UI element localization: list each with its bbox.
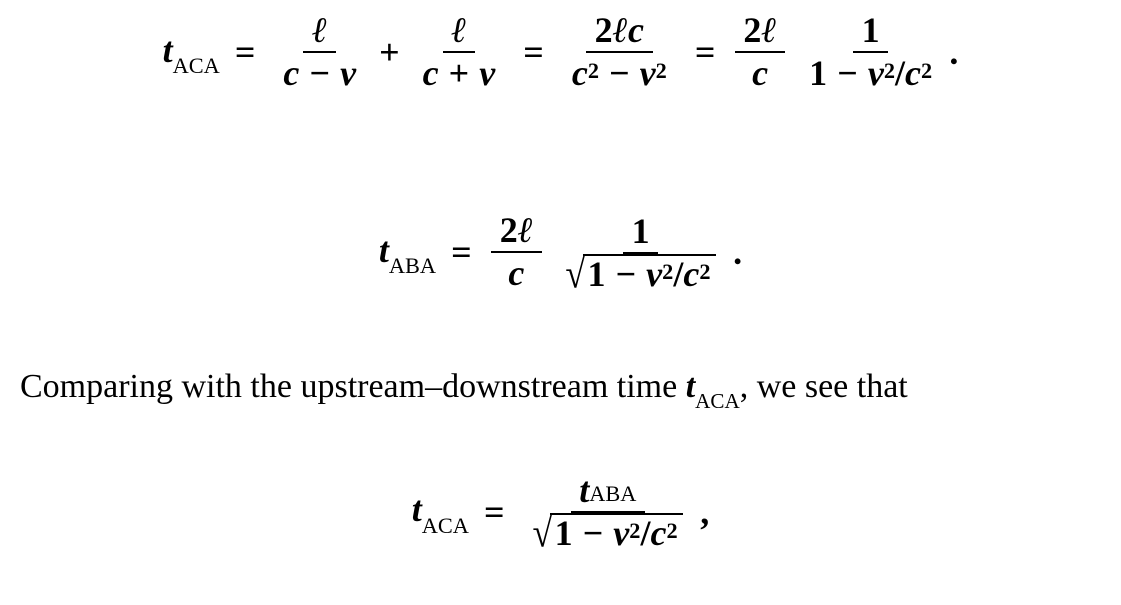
equation-2: tABA = 2ℓ c 1 √ 1 − v2/c2 bbox=[379, 210, 742, 295]
sup-two: 2 bbox=[629, 519, 640, 542]
minus-sign: − bbox=[573, 515, 614, 553]
var-c: c bbox=[905, 53, 921, 94]
var-t: t bbox=[412, 489, 422, 529]
var-c: c bbox=[508, 253, 524, 294]
var-t: t bbox=[379, 230, 389, 270]
sub-aca: ACA bbox=[173, 53, 220, 78]
sup-two: 2 bbox=[921, 58, 932, 84]
equals-sign: = bbox=[508, 31, 559, 73]
var-v: v bbox=[646, 256, 662, 294]
radicand: 1 − v2/c2 bbox=[583, 254, 716, 294]
equals-sign: = bbox=[469, 491, 520, 533]
frac-2l-over-c-b: 2ℓ c bbox=[491, 210, 542, 295]
equals-sign: = bbox=[220, 31, 271, 73]
trailing-comma: , bbox=[696, 491, 709, 533]
sub-aba: ABA bbox=[389, 253, 436, 278]
var-c: c bbox=[423, 53, 439, 94]
radicand-3: 1 − v2/c2 bbox=[550, 513, 683, 553]
digit-one: 1 bbox=[862, 10, 880, 51]
digit-one: 1 bbox=[555, 515, 573, 553]
slash-sign: / bbox=[673, 256, 683, 294]
frac-l-over-c-minus-v: ℓ c − v bbox=[275, 10, 365, 95]
equation-3-row: tACA = tABA √ 1 − v2/c2 bbox=[0, 470, 1121, 553]
equation-3: tACA = tABA √ 1 − v2/c2 bbox=[412, 470, 709, 553]
var-ell: ℓ bbox=[518, 210, 533, 251]
sup-two: 2 bbox=[884, 58, 895, 84]
radical-icon: √ bbox=[565, 253, 585, 294]
var-ell: ℓ bbox=[613, 10, 628, 51]
digit-two: 2 bbox=[743, 10, 761, 51]
text-lead: Comparing with the upstream–downstream t… bbox=[20, 368, 686, 405]
var-v: v bbox=[479, 53, 495, 94]
equation-1: tACA = ℓ c − v + ℓ c + v = bbox=[163, 10, 959, 95]
t-aca-lhs-3: tACA bbox=[412, 488, 469, 535]
plus-sign: + bbox=[369, 31, 410, 73]
minus-sign: − bbox=[299, 53, 340, 94]
plus-sign: + bbox=[439, 53, 480, 94]
period: . bbox=[945, 31, 958, 73]
digit-two: 2 bbox=[500, 210, 518, 251]
digit-one: 1 bbox=[632, 211, 650, 252]
frac-2lc-over-c2-minus-v2: 2ℓc c2 − v2 bbox=[563, 10, 675, 95]
var-c: c bbox=[752, 53, 768, 94]
sub-aca-3: ACA bbox=[422, 513, 469, 538]
var-ell: ℓ bbox=[761, 10, 776, 51]
var-ell: ℓ bbox=[451, 10, 466, 51]
var-c: c bbox=[628, 10, 644, 51]
digit-one: 1 bbox=[588, 256, 606, 294]
var-v: v bbox=[640, 53, 656, 94]
sup-two: 2 bbox=[656, 58, 667, 84]
radical-icon: √ bbox=[533, 512, 553, 553]
var-c: c bbox=[283, 53, 299, 94]
t-aca-lhs: tACA bbox=[163, 29, 220, 76]
equals-sign: = bbox=[436, 231, 487, 273]
minus-sign: − bbox=[599, 53, 640, 94]
frac-1-over-sqrt: 1 √ 1 − v2/c2 bbox=[557, 211, 725, 294]
var-t: t bbox=[579, 470, 589, 511]
var-c: c bbox=[683, 256, 699, 294]
frac-2l-over-c: 2ℓ c bbox=[735, 10, 786, 95]
var-c: c bbox=[572, 53, 588, 94]
var-ell: ℓ bbox=[312, 10, 327, 51]
sub-aca-inline: ACA bbox=[695, 389, 740, 413]
sup-two: 2 bbox=[699, 260, 710, 283]
body-text-line: Comparing with the upstream–downstream t… bbox=[20, 368, 908, 411]
slash-sign: / bbox=[640, 515, 650, 553]
period: . bbox=[729, 231, 742, 273]
equals-sign: = bbox=[680, 31, 731, 73]
digit-two: 2 bbox=[595, 10, 613, 51]
frac-l-over-c-plus-v: ℓ c + v bbox=[414, 10, 504, 95]
page: tACA = ℓ c − v + ℓ c + v = bbox=[0, 0, 1121, 605]
sup-two: 2 bbox=[662, 260, 673, 283]
equation-1-row: tACA = ℓ c − v + ℓ c + v = bbox=[0, 10, 1121, 95]
var-t: t bbox=[686, 368, 695, 405]
text-tail: , we see that bbox=[740, 368, 908, 405]
minus-sign: − bbox=[606, 256, 647, 294]
frac-taba-over-sqrt: tABA √ 1 − v2/c2 bbox=[524, 470, 692, 553]
sup-two: 2 bbox=[666, 519, 677, 542]
sqrt-expression: √ 1 − v2/c2 bbox=[565, 254, 715, 294]
minus-sign: − bbox=[827, 53, 868, 94]
slash-sign: / bbox=[895, 53, 905, 94]
var-c: c bbox=[650, 515, 666, 553]
var-t: t bbox=[163, 30, 173, 70]
t-aba-lhs: tABA bbox=[379, 229, 436, 276]
var-v: v bbox=[340, 53, 356, 94]
var-v: v bbox=[868, 53, 884, 94]
equation-2-row: tABA = 2ℓ c 1 √ 1 − v2/c2 bbox=[0, 210, 1121, 295]
frac-1-over-1-minus-v2c2: 1 1 − v2/c2 bbox=[801, 10, 941, 95]
digit-one: 1 bbox=[809, 53, 827, 94]
sqrt-expression-3: √ 1 − v2/c2 bbox=[533, 513, 683, 553]
sub-aba-3: ABA bbox=[589, 481, 636, 507]
inline-t-aca: tACA bbox=[686, 368, 740, 405]
sup-two: 2 bbox=[588, 58, 599, 84]
var-v: v bbox=[613, 515, 629, 553]
